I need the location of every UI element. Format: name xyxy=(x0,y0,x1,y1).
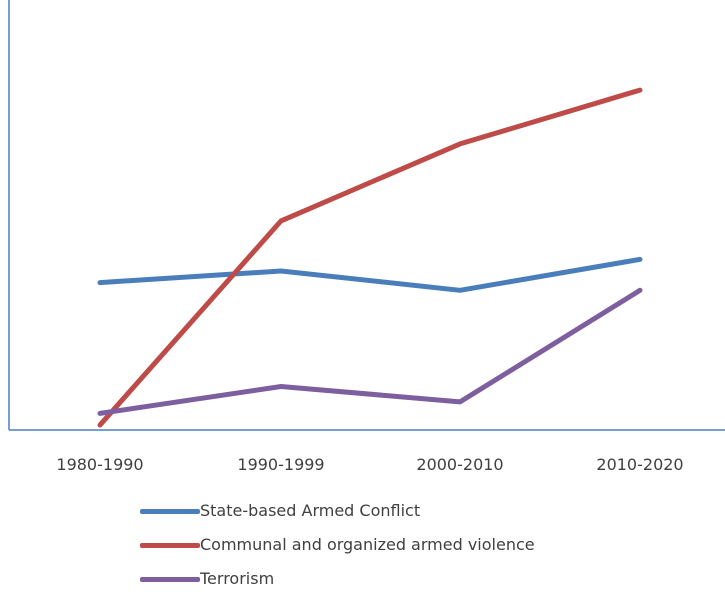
legend-swatch-terrorism xyxy=(140,577,200,582)
legend-label-terrorism: Terrorism xyxy=(200,569,275,588)
series-layer xyxy=(97,87,643,428)
series-line-1 xyxy=(97,87,643,428)
series-line-2 xyxy=(97,287,643,416)
x-tick-label: 1990-1999 xyxy=(237,455,324,474)
legend-swatch-state-based xyxy=(140,509,200,514)
x-tick-label: 1980-1990 xyxy=(56,455,143,474)
series-line-0 xyxy=(97,256,643,293)
legend-swatch-communal xyxy=(140,543,200,548)
legend-label-communal: Communal and organized armed violence xyxy=(200,535,535,554)
x-tick-label: 2010-2020 xyxy=(596,455,683,474)
x-tick-labels: 1980-1990 1990-1999 2000-2010 2010-2020 xyxy=(56,455,683,474)
legend-label-state-based: State-based Armed Conflict xyxy=(200,501,421,520)
x-tick-label: 2000-2010 xyxy=(416,455,503,474)
